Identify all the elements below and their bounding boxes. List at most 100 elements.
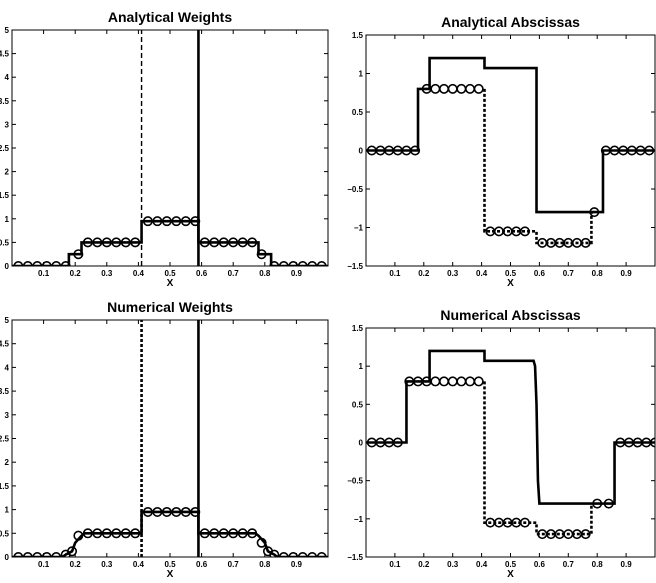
- y-tick-label: 0: [5, 262, 10, 271]
- x-tick-label: 0.1: [389, 269, 401, 278]
- y-tick-label: 2.5: [0, 144, 10, 153]
- data-point: [247, 528, 258, 539]
- y-tick-label: 0.5: [352, 400, 364, 409]
- y-tick-label: 3: [5, 120, 10, 129]
- marker-series: [366, 376, 655, 540]
- x-axis-label: X: [507, 569, 514, 580]
- x-tick-label: 0.2: [418, 269, 430, 278]
- data-point: [237, 237, 248, 248]
- marker-series: [13, 216, 327, 266]
- x-tick-label: 0.7: [228, 560, 240, 569]
- data-point: [199, 237, 210, 248]
- data-point: [120, 237, 131, 248]
- data-point: [101, 237, 112, 248]
- series-line-solid: [366, 349, 655, 505]
- chart-title: Analytical Weights: [108, 9, 232, 25]
- x-axis-label: X: [507, 278, 514, 289]
- y-tick-label: 0: [359, 439, 364, 448]
- x-tick-label: 0.4: [133, 269, 145, 278]
- y-tick-label: 5: [5, 26, 10, 35]
- chart-2: 0.1 0.2 0.3 0.4 0.5 0.6 0.7 0.8 0.9 −1.5 −1 −0.5 0 0.…: [347, 14, 656, 289]
- x-tick-label: 0.6: [196, 560, 208, 569]
- y-tick-label: 0: [359, 147, 364, 156]
- x-tick-label: 0.9: [291, 560, 303, 569]
- chart-title: Numerical Weights: [107, 299, 233, 315]
- chart-4: 0.1 0.2 0.3 0.4 0.5 0.6 0.7 0.8 0.9 −1.5 −1 −0.5 0 0.…: [347, 307, 656, 580]
- data-point: [152, 506, 163, 517]
- data-point: [473, 376, 484, 387]
- series-line-solid: [12, 219, 328, 266]
- x-tick-label: 0.1: [38, 269, 50, 278]
- y-tick-label: 3.5: [0, 97, 10, 106]
- data-point: [603, 498, 614, 509]
- data-point: [519, 517, 530, 528]
- data-point: [161, 506, 172, 517]
- data-point: [171, 216, 182, 227]
- data-point: [465, 376, 476, 387]
- series-line-solid: [366, 56, 655, 214]
- series-line-solid: [12, 510, 328, 557]
- data-point: [218, 528, 229, 539]
- x-tick-label: 0.8: [259, 269, 271, 278]
- y-tick-label: 1.5: [352, 324, 364, 333]
- chart-title: Numerical Abscissas: [440, 307, 581, 323]
- x-tick-label: 0.1: [389, 560, 401, 569]
- data-point: [256, 249, 267, 260]
- data-point: [73, 530, 84, 541]
- data-point: [92, 237, 103, 248]
- data-point: [67, 546, 78, 557]
- x-tick-label: 0.6: [534, 560, 546, 569]
- x-tick-label: 0.5: [164, 560, 176, 569]
- x-tick-label: 0.2: [418, 560, 430, 569]
- data-point: [392, 437, 403, 448]
- x-tick-label: 0.7: [563, 560, 575, 569]
- chart-3: 0.1 0.2 0.3 0.4 0.5 0.6 0.7 0.8 0.9 0 0.5 1 1.5 2 2.5 3…: [0, 299, 329, 580]
- y-tick-label: 3: [5, 411, 10, 420]
- chart-1: 0.1 0.2 0.3 0.4 0.5 0.6 0.7 0.8 0.9 0 0.5 1 1.5 2 2.5 3…: [0, 9, 329, 289]
- x-tick-label: 0.9: [621, 269, 633, 278]
- data-point: [199, 528, 210, 539]
- data-point: [130, 528, 141, 539]
- data-point: [456, 376, 467, 387]
- data-point: [209, 528, 220, 539]
- y-tick-label: 0.5: [352, 108, 364, 117]
- y-tick-label: 1.5: [0, 191, 10, 200]
- y-tick-label: 4.5: [0, 50, 10, 59]
- data-point: [92, 528, 103, 539]
- data-point: [430, 83, 441, 94]
- y-tick-label: 0.5: [0, 238, 10, 247]
- data-point: [111, 528, 122, 539]
- data-point: [152, 216, 163, 227]
- data-point: [447, 376, 458, 387]
- x-tick-label: 0.2: [70, 560, 82, 569]
- data-point: [439, 83, 450, 94]
- y-tick-label: 4: [5, 73, 10, 82]
- x-tick-label: 0.1: [38, 560, 50, 569]
- x-tick-label: 0.6: [196, 269, 208, 278]
- data-point: [447, 83, 458, 94]
- data-point: [161, 216, 172, 227]
- data-point: [580, 237, 591, 248]
- data-point: [130, 237, 141, 248]
- y-tick-label: 1: [5, 506, 10, 515]
- data-point: [519, 226, 530, 237]
- x-tick-label: 0.7: [228, 269, 240, 278]
- x-axis-label: X: [167, 278, 174, 289]
- data-point: [589, 207, 600, 218]
- y-tick-label: 1: [359, 70, 364, 79]
- y-tick-label: 2: [5, 458, 10, 467]
- y-tick-label: 4: [5, 363, 10, 372]
- data-point: [439, 376, 450, 387]
- data-point: [269, 549, 280, 557]
- y-tick-label: 1: [359, 362, 364, 371]
- data-point: [247, 237, 258, 248]
- x-tick-label: 0.8: [592, 269, 604, 278]
- plot-frame: [11, 29, 329, 267]
- y-tick-label: 2.5: [0, 435, 10, 444]
- data-point: [180, 216, 191, 227]
- data-point: [82, 237, 93, 248]
- data-point: [228, 528, 239, 539]
- x-tick-label: 0.2: [70, 269, 82, 278]
- x-tick-label: 0.4: [133, 560, 145, 569]
- data-point: [580, 529, 591, 540]
